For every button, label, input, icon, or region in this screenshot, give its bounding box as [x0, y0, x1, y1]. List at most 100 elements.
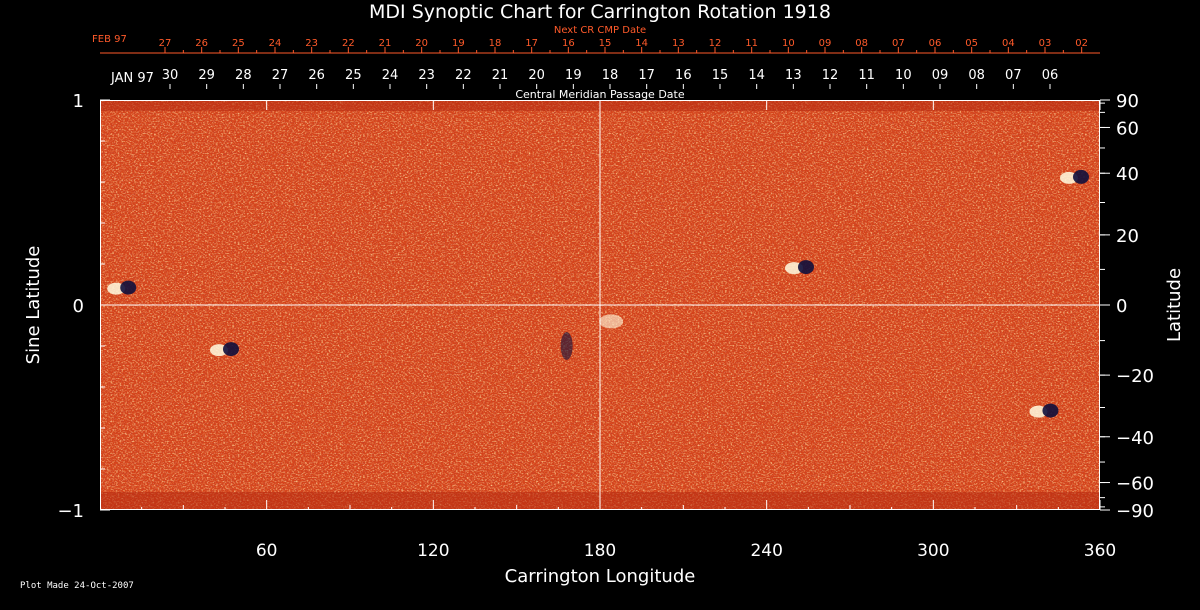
cmp-ticks: 30 29 28 27 26 25 24 23 22 21 20 19 18 17 16 15 14 13 12 11…	[162, 68, 1059, 89]
next-cr-tick-label: 19	[452, 38, 465, 49]
cmp-tick-label: 30	[162, 68, 179, 83]
cmp-tick-label: 13	[785, 68, 802, 83]
next-cr-axis-label: Next CR CMP Date	[554, 25, 646, 36]
cmp-tick-label: 06	[1042, 68, 1059, 83]
next-cr-tick-label: 25	[232, 38, 245, 49]
cmp-axis-label: Central Meridian Passage Date	[515, 88, 684, 101]
y-tick-label-right: 90	[1116, 91, 1139, 112]
next-cr-tick-label: 04	[1002, 38, 1015, 49]
y-tick-label-right: −40	[1116, 428, 1154, 449]
next-cr-tick-label: 17	[525, 38, 538, 49]
x-axis-label: Carrington Longitude	[505, 566, 696, 587]
chart-title: MDI Synoptic Chart for Carrington Rotati…	[369, 1, 831, 23]
cmp-tick-label: 10	[895, 68, 912, 83]
next-cr-tick-label: 15	[599, 38, 612, 49]
cmp-tick-label: 14	[748, 68, 765, 83]
positive-flux	[599, 314, 624, 329]
x-tick-label: 360	[1084, 541, 1116, 561]
x-axis: 60 120 180 240 300 360	[141, 100, 1116, 561]
cmp-tick-label: 26	[308, 68, 325, 83]
active-region	[107, 280, 137, 295]
next-cr-tick-label: 27	[159, 38, 172, 49]
next-cr-tick-label: 07	[892, 38, 905, 49]
next-cr-tick-label: 22	[342, 38, 355, 49]
y-tick-label-left: −1	[57, 501, 84, 522]
cmp-tick-label: 12	[822, 68, 839, 83]
next-cr-tick-label: 23	[305, 38, 318, 49]
plot-made-label: Plot Made 24-Oct-2007	[20, 581, 134, 591]
cmp-tick-label: 17	[638, 68, 655, 83]
negative-flux	[1073, 169, 1089, 184]
y-axis-label-left: Sine Latitude	[23, 246, 44, 365]
next-cr-tick-label: 05	[965, 38, 978, 49]
y-axis-right: 90 60 40 20 0 −20 −40 −60 −90	[1100, 91, 1154, 522]
active-region	[785, 260, 814, 275]
x-tick-label: 300	[917, 541, 949, 561]
next-cr-tick-label: 13	[672, 38, 685, 49]
active-region	[560, 332, 573, 360]
next-cr-tick-label: 06	[929, 38, 942, 49]
cmp-tick-label: 25	[345, 68, 362, 83]
negative-flux	[223, 342, 239, 357]
cmp-month-label: JAN 97	[110, 71, 154, 86]
x-tick-label: 60	[256, 541, 278, 561]
cmp-tick-label: 22	[455, 68, 472, 83]
next-cr-tick-label: 03	[1039, 38, 1052, 49]
cmp-tick-label: 21	[492, 68, 509, 83]
next-cr-tick-label: 24	[269, 38, 282, 49]
cmp-tick-label: 29	[198, 68, 215, 83]
next-cr-tick-label: 08	[855, 38, 868, 49]
next-cr-tick-label: 26	[195, 38, 208, 49]
cmp-tick-label: 18	[602, 68, 619, 83]
next-cr-tick-label: 18	[489, 38, 502, 49]
y-tick-label-right: 40	[1116, 164, 1139, 185]
cmp-tick-label: 07	[1005, 68, 1022, 83]
next-cr-tick-label: 11	[745, 38, 758, 49]
y-tick-label-right: −60	[1116, 474, 1154, 495]
next-cr-tick-label: 14	[635, 38, 648, 49]
next-cr-tick-label: 21	[379, 38, 392, 49]
y-tick-label-right: 60	[1116, 118, 1139, 139]
active-region	[1060, 169, 1089, 184]
y-axis-label-right: Latitude	[1164, 268, 1185, 342]
active-region	[599, 314, 624, 329]
cmp-tick-label: 23	[418, 68, 435, 83]
y-tick-label-right: −90	[1116, 501, 1154, 522]
negative-flux	[1042, 403, 1059, 418]
next-cr-tick-label: 20	[415, 38, 428, 49]
y-axis-left: 1 0 −1	[57, 91, 110, 522]
active-region	[1029, 403, 1059, 418]
y-tick-label-left: 1	[73, 91, 84, 112]
cmp-tick-label: 09	[932, 68, 949, 83]
y-tick-label-left: 0	[73, 296, 84, 317]
x-tick-label: 180	[584, 541, 616, 561]
y-tick-label-right: 0	[1116, 296, 1127, 317]
x-tick-label: 240	[750, 541, 782, 561]
y-tick-label-right: 20	[1116, 226, 1139, 247]
cmp-tick-label: 11	[858, 68, 875, 83]
negative-flux	[560, 332, 573, 360]
cmp-tick-label: 19	[565, 68, 582, 83]
next-cr-tick-label: 02	[1075, 38, 1088, 49]
y-tick-label-right: −20	[1116, 366, 1154, 387]
cmp-tick-label: 16	[675, 68, 692, 83]
next-cr-tick-label: 16	[562, 38, 575, 49]
next-cr-tick-label: 09	[819, 38, 832, 49]
reference-lines	[100, 100, 1100, 510]
next-cr-month-label: FEB 97	[92, 34, 127, 45]
cmp-tick-label: 28	[235, 68, 252, 83]
cmp-tick-label: 20	[528, 68, 545, 83]
active-regions	[107, 169, 1089, 418]
cmp-tick-label: 08	[968, 68, 985, 83]
next-cr-tick-label: 10	[782, 38, 795, 49]
active-region	[210, 342, 239, 357]
next-cr-tick-label: 12	[709, 38, 722, 49]
cmp-tick-label: 24	[382, 68, 399, 83]
negative-flux	[798, 260, 814, 275]
x-tick-label: 120	[417, 541, 449, 561]
negative-flux	[120, 280, 137, 295]
cmp-tick-label: 27	[272, 68, 289, 83]
next-cr-ticks: 27 26 25 24 23 22 21 20 19 18 17 16 15 14 13 12 11 10 09 08…	[159, 38, 1088, 53]
cmp-tick-label: 15	[712, 68, 729, 83]
